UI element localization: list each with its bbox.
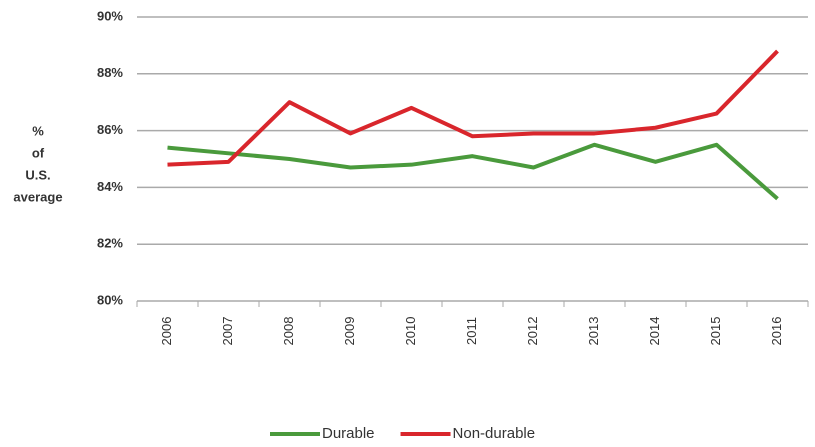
x-tick-label: 2012	[525, 317, 540, 346]
y-tick-label: 86%	[97, 122, 123, 137]
y-axis-label: of	[32, 145, 45, 160]
x-tick-label: 2014	[647, 317, 662, 346]
x-tick-label: 2011	[464, 317, 479, 345]
y-axis-label: average	[13, 189, 62, 204]
x-tick-label: 2010	[403, 317, 418, 346]
y-tick-label: 88%	[97, 65, 123, 80]
y-axis-label: %	[32, 123, 44, 138]
y-tick-label: 80%	[97, 292, 123, 307]
series-line	[167, 49, 779, 167]
x-tick-label: 2007	[220, 317, 235, 346]
series-line	[167, 142, 779, 201]
y-tick-label: 84%	[97, 179, 123, 194]
x-tick-label: 2006	[159, 317, 174, 346]
legend-label: Durable	[322, 425, 375, 442]
y-axis-label: U.S.	[25, 167, 50, 182]
x-tick-label: 2009	[342, 317, 357, 346]
x-tick-label: 2016	[769, 317, 784, 346]
x-tick-label: 2013	[586, 317, 601, 346]
x-tick-label: 2008	[281, 317, 296, 346]
y-tick-label: 82%	[97, 236, 123, 251]
x-tick-label: 2015	[708, 317, 723, 346]
legend-label: Non-durable	[453, 425, 536, 442]
y-tick-label: 90%	[97, 8, 123, 23]
